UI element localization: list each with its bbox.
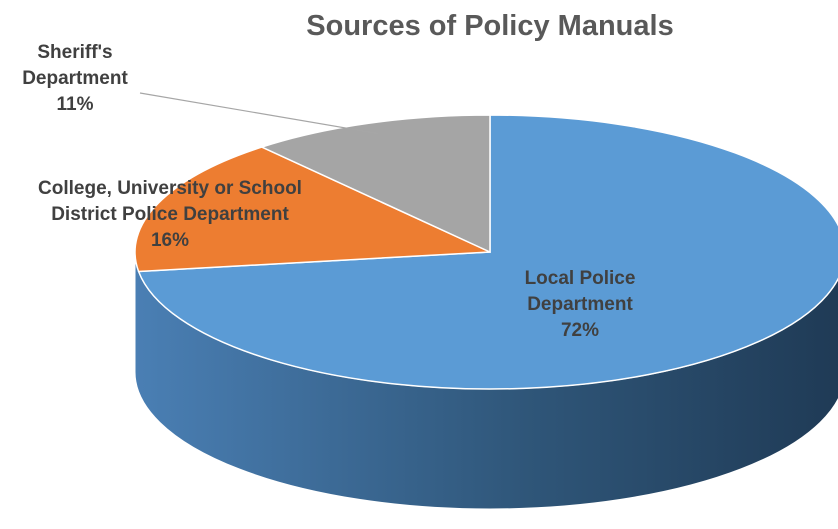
label-line: Department	[22, 68, 128, 89]
label-line: District Police Department	[51, 204, 289, 225]
label-line: Local Police	[524, 268, 636, 289]
label-line: College, University or School	[38, 178, 302, 199]
pie-slice-1	[134, 146, 491, 273]
label-line: Department	[527, 294, 633, 315]
sheriff-leader-line	[139, 92, 379, 135]
label-college-university-school: College, University or School District P…	[10, 176, 330, 254]
label-sheriffs-department: Sheriff's Department 11%	[0, 40, 150, 118]
chart-title: Sources of Policy Manuals	[306, 10, 674, 42]
label-percent: 16%	[150, 230, 190, 251]
label-line: Sheriff's	[37, 42, 113, 63]
label-percent: 11%	[56, 94, 94, 115]
pie-slice-2	[259, 114, 491, 254]
label-local-police-department: Local Police Department 72%	[470, 266, 690, 344]
label-percent: 72%	[560, 320, 600, 341]
pie-slice-0	[137, 114, 838, 390]
